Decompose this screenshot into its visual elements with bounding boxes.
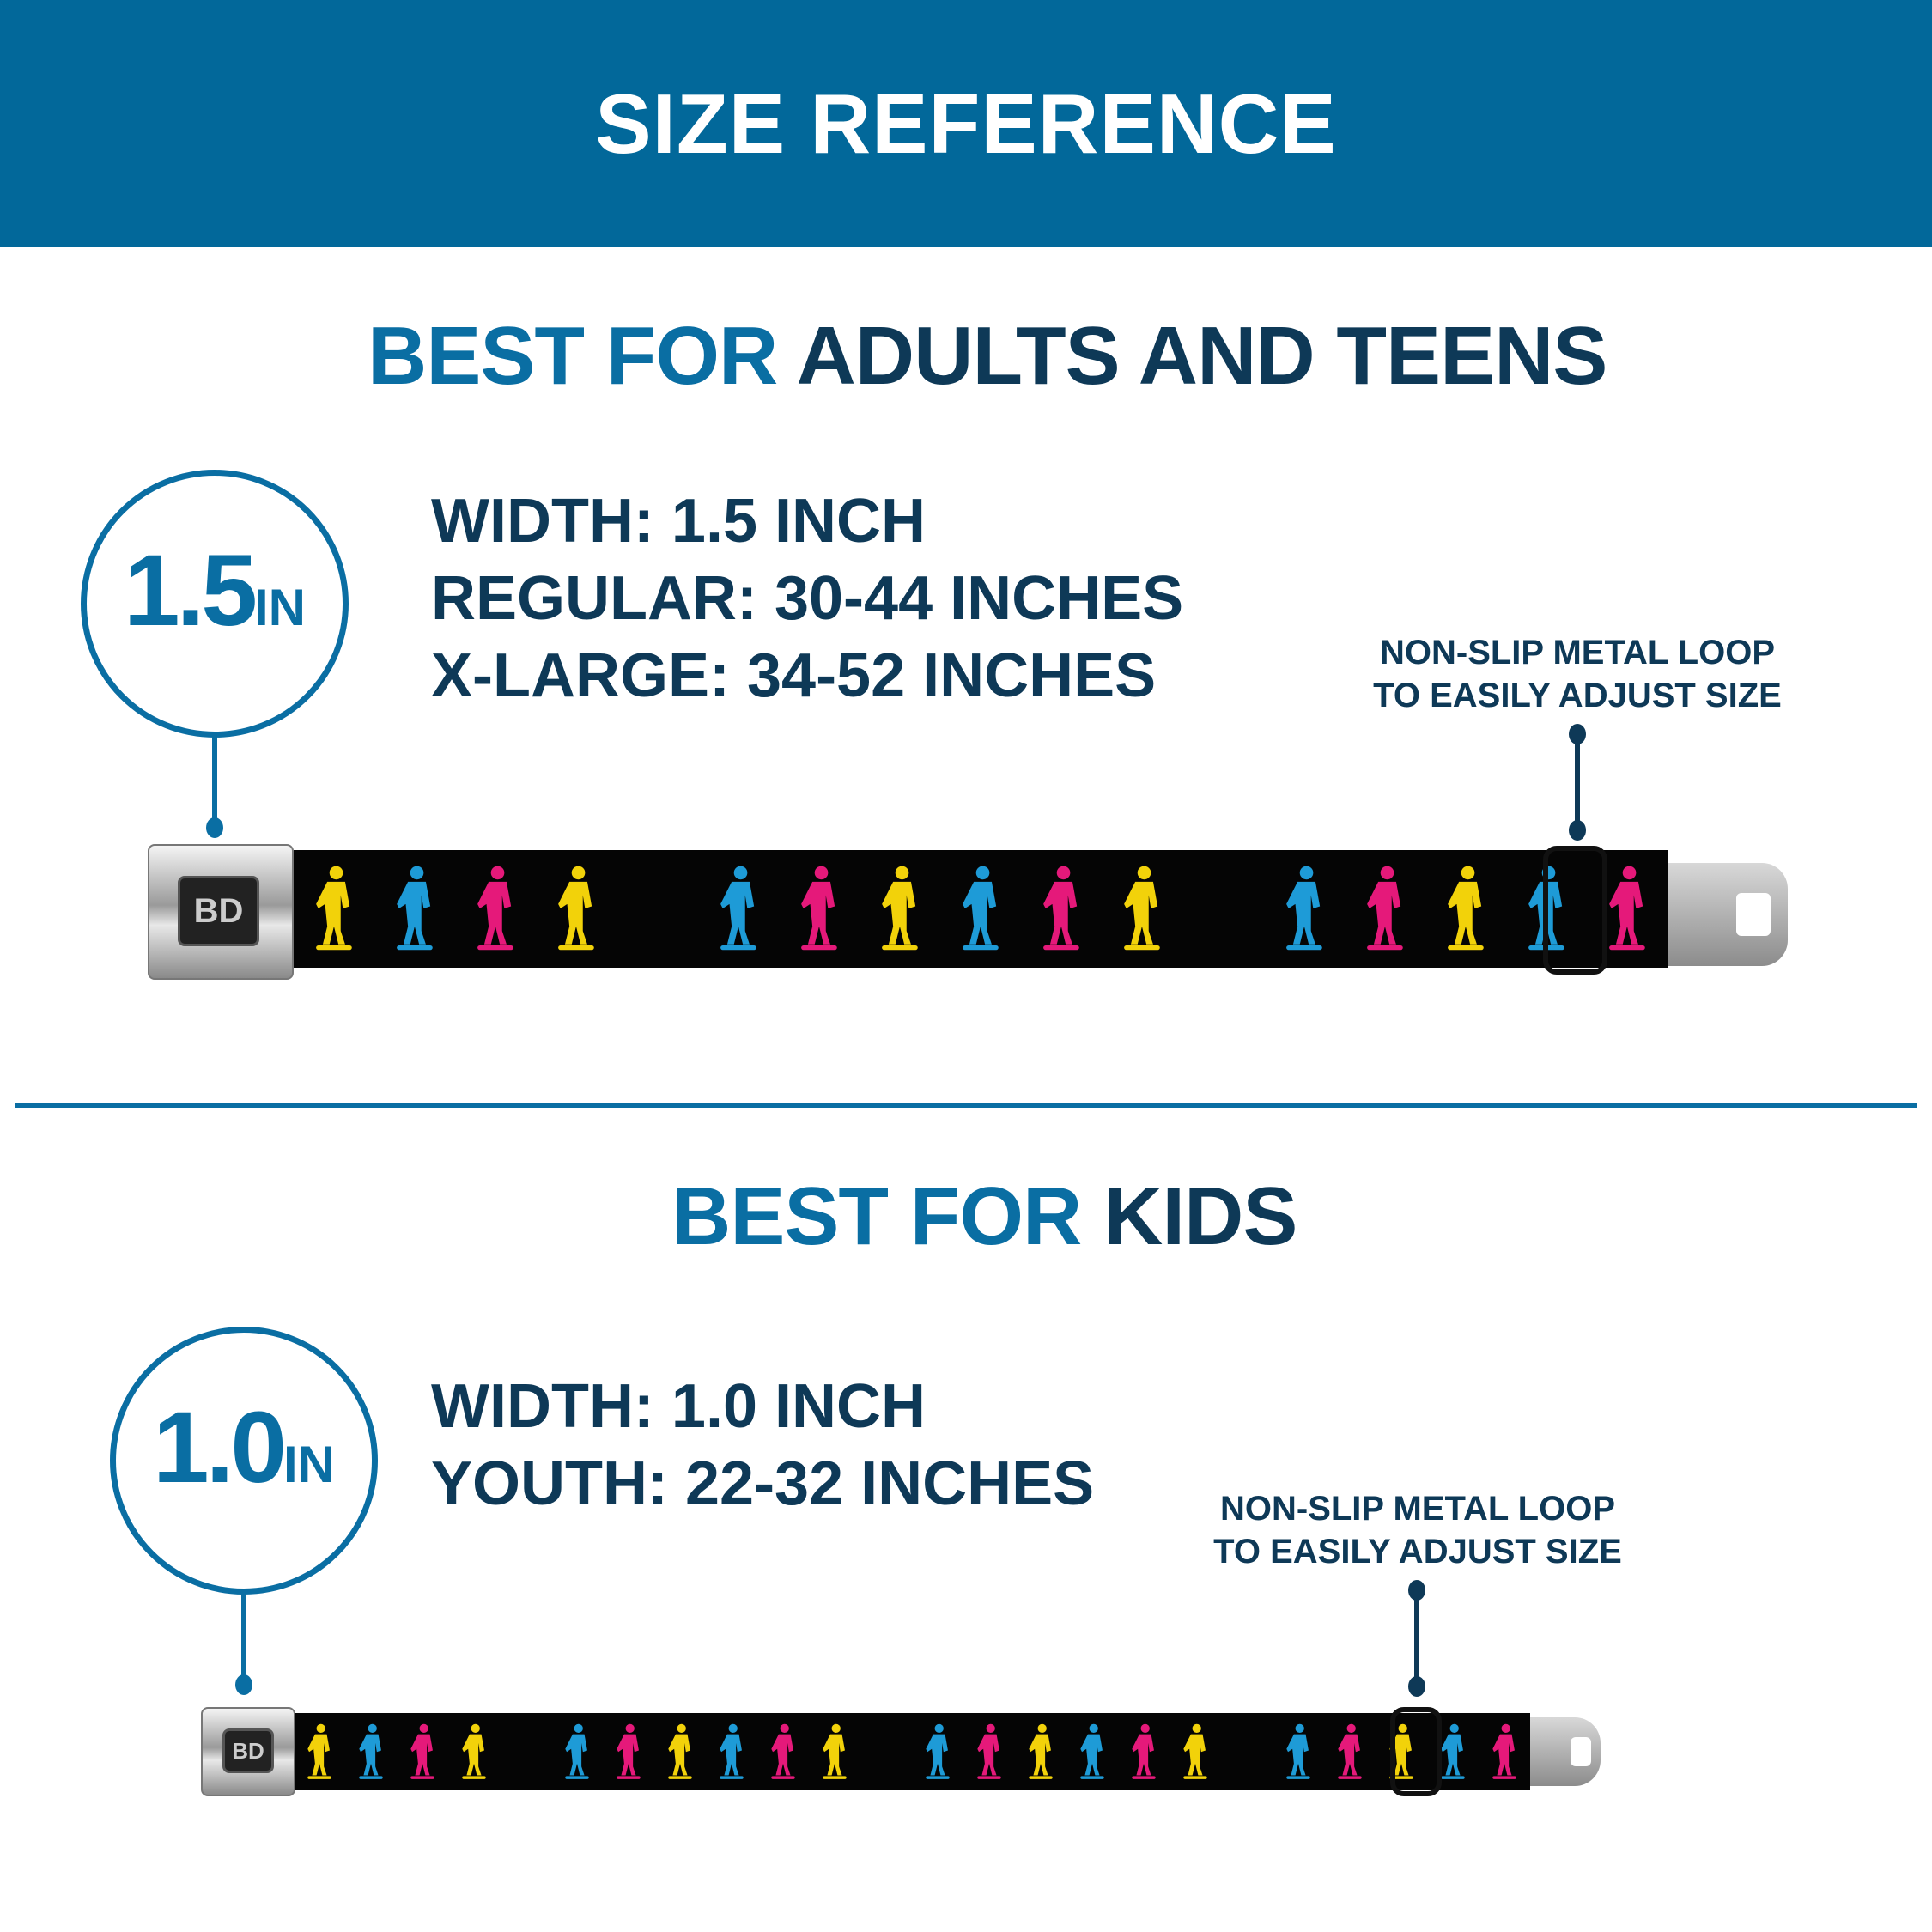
skater-icon	[1132, 1723, 1156, 1779]
width-badge-adults: 1.5IN	[81, 532, 349, 649]
metal-loop	[1390, 1707, 1442, 1796]
skater-icon	[800, 866, 837, 951]
skater-icon	[1492, 1723, 1516, 1779]
skater-icon	[307, 1723, 331, 1779]
width-badge-kids: 1.0IN	[110, 1389, 378, 1506]
badge-number: 1.0	[152, 1391, 287, 1504]
skater-icon	[1447, 866, 1484, 951]
skater-icon	[1441, 1723, 1465, 1779]
skater-icon	[1338, 1723, 1362, 1779]
note-line-1: NON-SLIP METAL LOOP	[1219, 1490, 1616, 1528]
adults-heading-rest: ADULTS AND TEENS	[796, 310, 1607, 402]
skater-icon	[462, 1723, 486, 1779]
note-line-2: TO EASILY ADJUST SIZE	[1373, 677, 1782, 714]
skater-icon	[397, 866, 433, 951]
buckle-logo: BD	[222, 1728, 274, 1773]
section-divider	[15, 1103, 1917, 1108]
belt-tab-hole	[1736, 893, 1771, 936]
kids-heading-highlight: BEST FOR	[671, 1170, 1082, 1262]
belt-tab-hole	[1571, 1737, 1591, 1766]
kids-heading-rest: KIDS	[1103, 1170, 1297, 1262]
skater-icon	[1029, 1723, 1053, 1779]
badge-unit: IN	[283, 1436, 336, 1493]
pointer-line-loop-kids	[1414, 1590, 1419, 1685]
skater-icon	[668, 1723, 692, 1779]
spec-width: WIDTH: 1.0 INCH	[431, 1372, 926, 1441]
spec-xlarge: X-LARGE: 34-52 INCHES	[431, 641, 1157, 710]
skater-icon	[771, 1723, 795, 1779]
skater-icon	[882, 866, 918, 951]
note-line-1: NON-SLIP METAL LOOP	[1379, 634, 1776, 671]
skater-icon	[720, 1723, 744, 1779]
pointer-dot-loop-kids	[1408, 1676, 1425, 1697]
spec-youth: YOUTH: 22-32 INCHES	[431, 1449, 1095, 1518]
page-title: SIZE REFERENCE	[595, 76, 1337, 171]
buckle-logo: BD	[178, 876, 259, 946]
skater-icon	[1286, 1723, 1310, 1779]
skater-icon	[565, 1723, 589, 1779]
skater-icon	[720, 866, 756, 951]
width-badge-circle-adults	[81, 470, 349, 738]
kids-specs: WIDTH: 1.0 INCH YOUTH: 22-32 INCHES	[431, 1368, 1094, 1522]
pointer-line-buckle-kids	[241, 1594, 246, 1684]
belt-strap	[294, 850, 1668, 968]
skater-icon	[558, 866, 595, 951]
skater-icon	[1124, 866, 1161, 951]
skater-icon	[1285, 866, 1322, 951]
skater-icon	[1080, 1723, 1104, 1779]
skater-icon	[823, 1723, 847, 1779]
adults-specs: WIDTH: 1.5 INCH REGULAR: 30-44 INCHES X-…	[431, 483, 1183, 714]
width-badge-circle-kids	[110, 1327, 378, 1595]
skater-icon	[977, 1723, 1001, 1779]
pointer-line-loop-adults	[1575, 734, 1580, 829]
loop-note-kids: NON-SLIP METAL LOOP TO EASILY ADJUST SIZ…	[1212, 1487, 1624, 1573]
pointer-dot-loop-adults	[1569, 820, 1586, 841]
buckle	[148, 844, 294, 980]
skater-icon	[1609, 866, 1645, 951]
skater-icon	[1043, 866, 1079, 951]
belt-strap	[294, 1713, 1530, 1790]
pointer-dot-buckle-adults	[206, 817, 223, 838]
badge-number: 1.5	[123, 534, 258, 647]
skater-icon	[477, 866, 514, 951]
skater-icon	[963, 866, 999, 951]
skater-icon	[926, 1723, 950, 1779]
pointer-line-buckle-adults	[212, 736, 217, 826]
kids-heading: BEST FOR KIDS	[671, 1170, 1297, 1264]
skater-icon	[359, 1723, 383, 1779]
skater-icon	[1183, 1723, 1207, 1779]
skater-icon	[1366, 866, 1403, 951]
adults-heading: BEST FOR ADULTS AND TEENS	[368, 309, 1607, 404]
metal-loop	[1543, 846, 1607, 975]
skater-icon	[316, 866, 352, 951]
spec-regular: REGULAR: 30-44 INCHES	[431, 564, 1184, 633]
belt-kids: BD	[201, 1704, 1609, 1799]
skater-icon	[617, 1723, 641, 1779]
header-banner	[0, 0, 1932, 247]
loop-note-adults: NON-SLIP METAL LOOP TO EASILY ADJUST SIZ…	[1371, 631, 1783, 717]
badge-unit: IN	[254, 579, 307, 636]
adults-heading-highlight: BEST FOR	[368, 310, 778, 402]
skater-icon	[410, 1723, 434, 1779]
spec-width: WIDTH: 1.5 INCH	[431, 487, 926, 556]
note-line-2: TO EASILY ADJUST SIZE	[1213, 1533, 1622, 1571]
belt-adults: BD	[148, 841, 1796, 983]
pointer-dot-buckle-kids	[235, 1674, 252, 1695]
